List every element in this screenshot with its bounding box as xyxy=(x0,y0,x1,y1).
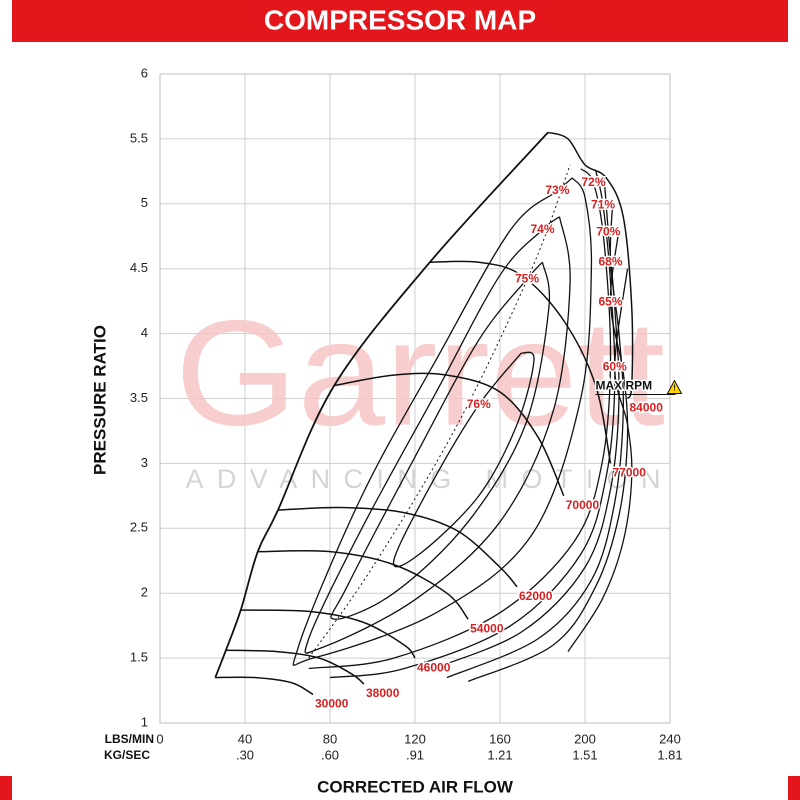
x-unit-label: LBS/MIN xyxy=(105,732,154,746)
watermark-tagline: ADVANCING MOTION xyxy=(186,464,661,494)
speed-label: 77000 xyxy=(613,466,647,480)
efficiency-contour xyxy=(467,229,629,683)
y-tick-label: 4 xyxy=(141,325,148,340)
x2-tick-label: .60 xyxy=(321,747,339,762)
chart-title: COMPRESSOR MAP xyxy=(264,4,536,35)
efficiency-contour xyxy=(330,261,551,620)
y-tick-label: 6 xyxy=(141,65,148,80)
efficiency-label: 65% xyxy=(598,295,622,309)
y-tick-label: 1.5 xyxy=(130,650,148,665)
speed-label: 30000 xyxy=(315,697,349,711)
efficiency-peak-line xyxy=(308,164,571,659)
y-tick-label: 2 xyxy=(141,585,148,600)
speed-line xyxy=(257,549,469,620)
speed-label: 84000 xyxy=(630,401,664,415)
speed-line xyxy=(429,260,612,464)
y-tick-label: 1 xyxy=(141,714,148,729)
speed-line xyxy=(225,649,365,685)
speed-label: 70000 xyxy=(566,498,600,512)
y-tick-label: 4.5 xyxy=(130,260,148,275)
warning-icon xyxy=(666,379,683,394)
speed-line xyxy=(547,131,634,399)
efficiency-label: 71% xyxy=(591,197,615,211)
efficiency-label: 70% xyxy=(596,225,620,239)
y-tick-label: 5 xyxy=(141,195,148,210)
efficiency-label: 68% xyxy=(598,254,622,268)
speed-line xyxy=(334,372,565,497)
footer-accent xyxy=(788,776,800,800)
y-tick-label: 3 xyxy=(141,455,148,470)
efficiency-contour xyxy=(292,177,593,666)
title-banner xyxy=(12,0,788,42)
x-tick-label: 120 xyxy=(404,731,426,746)
efficiency-contour xyxy=(393,351,535,568)
efficiency-contour xyxy=(567,268,633,652)
x2-tick-label: 1.51 xyxy=(572,747,597,762)
speed-label: 38000 xyxy=(366,686,400,700)
efficiency-label: 60% xyxy=(603,360,627,374)
max-rpm-label: MAX RPM xyxy=(596,379,653,393)
x2-tick-label: 1.21 xyxy=(487,747,512,762)
efficiency-contour xyxy=(304,216,571,654)
x-tick-label: 200 xyxy=(574,731,596,746)
speed-line xyxy=(277,506,518,588)
efficiency-label: 74% xyxy=(530,222,554,236)
x2-tick-label: .91 xyxy=(406,747,424,762)
surge-line xyxy=(214,131,549,678)
y-tick-label: 5.5 xyxy=(130,130,148,145)
y-axis-label: PRESSURE RATIO xyxy=(90,325,109,475)
x-tick-label: 0 xyxy=(156,731,163,746)
x-tick-label: 160 xyxy=(489,731,511,746)
speed-label: 46000 xyxy=(417,660,451,674)
warning-mark: ! xyxy=(673,384,676,393)
x-tick-label: 80 xyxy=(323,731,337,746)
x-axis-label: CORRECTED AIR FLOW xyxy=(317,777,514,796)
speed-line xyxy=(240,609,416,659)
efficiency-label: 73% xyxy=(545,183,569,197)
x-tick-label: 40 xyxy=(238,731,252,746)
efficiency-contour xyxy=(329,169,616,679)
x2-unit-label: KG/SEC xyxy=(104,748,150,762)
speed-line xyxy=(215,676,314,696)
x-tick-label: 240 xyxy=(659,731,681,746)
efficiency-label: 72% xyxy=(581,175,605,189)
efficiency-label: 76% xyxy=(467,397,491,411)
speed-label: 62000 xyxy=(519,589,553,603)
plot-area: 1 1.5 2 2.5 3 3.5 4 4.5 5 5.5 6 0 40 80 120 160 200 240 .3… xyxy=(130,65,683,762)
efficiency-contour xyxy=(308,168,612,670)
efficiency-label: 75% xyxy=(515,271,539,285)
watermark: Garrett xyxy=(175,289,665,457)
x2-tick-label: 1.81 xyxy=(657,747,682,762)
footer-accent xyxy=(0,776,12,800)
x2-tick-label: .30 xyxy=(236,747,254,762)
y-tick-label: 3.5 xyxy=(130,390,148,405)
speed-label: 54000 xyxy=(470,621,504,635)
plot-frame xyxy=(159,73,671,724)
y-tick-label: 2.5 xyxy=(130,520,148,535)
